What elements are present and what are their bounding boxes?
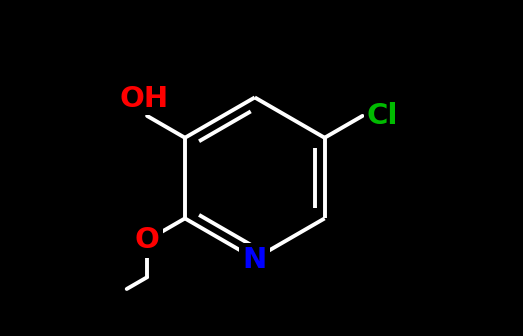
Text: O: O <box>135 226 160 254</box>
Text: OH: OH <box>119 85 168 113</box>
Text: Cl: Cl <box>367 102 398 130</box>
Text: N: N <box>243 246 267 274</box>
